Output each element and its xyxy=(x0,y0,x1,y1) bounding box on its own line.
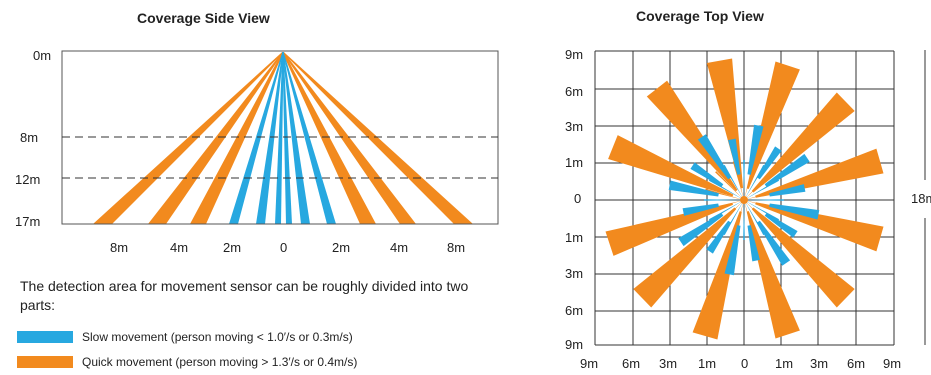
top-sensor-center xyxy=(740,196,748,204)
top-spoke-4 xyxy=(744,171,773,200)
top-y-label-9m-upper: 9m xyxy=(565,47,584,62)
top-slow-beam-9 xyxy=(724,225,741,276)
side-slow-beam-6 xyxy=(282,52,336,224)
legend-slow-swatch xyxy=(17,331,73,343)
top-spoke-22 xyxy=(715,171,744,200)
legend-slow-label: Slow movement (person moving < 1.0′/s or… xyxy=(82,330,353,344)
side-slow-beam-2 xyxy=(256,52,284,224)
top-slow-beam-13 xyxy=(668,180,719,197)
legend-quick-label: Quick movement (person moving > 1.3′/s o… xyxy=(82,355,358,369)
top-x-label-6m-left: 6m xyxy=(622,356,641,371)
side-quick-beam-1 xyxy=(93,52,284,224)
side-quick-beam-2 xyxy=(148,52,284,224)
side-x-label-8m-left: 8m xyxy=(110,240,129,255)
top-spoke-24 xyxy=(732,161,744,200)
top-quick-beam-10 xyxy=(633,207,737,308)
top-slow-beam-11 xyxy=(678,213,724,247)
top-view-title: Coverage Top View xyxy=(636,8,764,24)
top-y-label-6m-lower: 6m xyxy=(565,303,584,318)
top-quick-beam-5 xyxy=(608,135,734,197)
top-x-label-0: 0 xyxy=(741,356,749,371)
top-slow-beam-12 xyxy=(682,203,719,216)
top-quick-beam-12 xyxy=(692,211,742,340)
side-slow-beam-3 xyxy=(275,52,284,224)
side-y-label-0m: 0m xyxy=(33,48,52,63)
top-slow-beam-2 xyxy=(757,146,782,180)
top-y-label-9m-lower: 9m xyxy=(565,337,584,352)
side-x-label-4m-right: 4m xyxy=(390,240,409,255)
top-y-label-3m-upper: 3m xyxy=(565,119,584,134)
top-y-label-3m-lower: 3m xyxy=(565,266,584,281)
top-slow-beam-16 xyxy=(728,138,741,175)
top-beams xyxy=(605,58,884,340)
side-x-label-0: 0 xyxy=(280,240,288,255)
side-quick-beam-6 xyxy=(282,52,473,224)
top-spoke-18 xyxy=(705,200,744,212)
side-beams xyxy=(93,52,473,224)
legend-quick-swatch xyxy=(17,356,73,368)
top-quick-beam-4 xyxy=(751,92,855,193)
side-quick-beam-5 xyxy=(282,52,416,224)
top-slow-beam-8 xyxy=(747,225,760,262)
top-y-label-1m-upper: 1m xyxy=(565,155,584,170)
top-quick-beam-7 xyxy=(755,202,884,252)
top-slow-beam-4 xyxy=(769,184,806,197)
side-slow-beam-5 xyxy=(282,52,310,224)
top-quick-beam-8 xyxy=(605,202,733,256)
side-y-label-17m: 17m xyxy=(15,214,41,229)
top-x-label-1m-left: 1m xyxy=(698,356,717,371)
top-spoke-6 xyxy=(744,188,783,200)
side-quick-beam-3 xyxy=(190,52,284,224)
top-quick-beam-9 xyxy=(751,207,855,308)
top-spoke-7 xyxy=(744,199,784,201)
top-x-label-9m-left: 9m xyxy=(580,356,599,371)
top-slow-beam-15 xyxy=(697,134,731,180)
top-slow-beam-3 xyxy=(764,153,810,187)
top-spoke-8 xyxy=(744,200,783,212)
side-slow-beam-4 xyxy=(282,52,292,224)
side-view-title: Coverage Side View xyxy=(137,10,270,26)
top-x-label-6m-right: 6m xyxy=(847,356,866,371)
top-quick-beam-6 xyxy=(755,148,884,198)
side-slow-beam-1 xyxy=(229,52,284,224)
top-x-label-9m-right: 9m xyxy=(883,356,902,371)
top-x-label-3m-left: 3m xyxy=(659,356,678,371)
side-y-label-12m: 12m xyxy=(15,172,41,187)
side-x-label-2m-left: 2m xyxy=(223,240,242,255)
top-slow-beam-7 xyxy=(757,220,791,266)
top-spoke-19 xyxy=(704,199,744,201)
top-quick-beam-2 xyxy=(746,61,800,189)
side-y-label-8m: 8m xyxy=(20,130,39,145)
description-text: The detection area for movement sensor c… xyxy=(20,278,469,313)
top-spoke-20 xyxy=(705,188,744,200)
top-spoke-12 xyxy=(744,200,756,239)
top-slow-beam-10 xyxy=(706,220,731,254)
side-x-label-4m-left: 4m xyxy=(170,240,189,255)
top-slow-beam-5 xyxy=(769,203,820,220)
top-slow-beam-1 xyxy=(747,124,764,175)
top-x-label-3m-right: 3m xyxy=(810,356,829,371)
top-spoke-2 xyxy=(744,161,756,200)
top-spoke-13 xyxy=(743,200,745,240)
side-x-label-8m-right: 8m xyxy=(447,240,466,255)
top-y-label-0: 0 xyxy=(574,191,582,206)
top-quick-beam-11 xyxy=(746,211,800,339)
top-dimension-label: 18m xyxy=(911,191,931,206)
top-x-label-1m-right: 1m xyxy=(775,356,794,371)
side-quick-beam-4 xyxy=(282,52,376,224)
top-spoke-16 xyxy=(715,200,744,229)
top-spoke-14 xyxy=(732,200,744,239)
top-spoke-1 xyxy=(743,160,745,200)
top-slow-beam-6 xyxy=(764,213,798,238)
side-x-label-2m-right: 2m xyxy=(332,240,351,255)
top-slow-beam-14 xyxy=(690,162,724,187)
top-spoke-10 xyxy=(744,200,773,229)
top-y-label-6m-upper: 6m xyxy=(565,84,584,99)
top-y-label-1m-lower: 1m xyxy=(565,230,584,245)
top-quick-beam-3 xyxy=(646,80,738,192)
